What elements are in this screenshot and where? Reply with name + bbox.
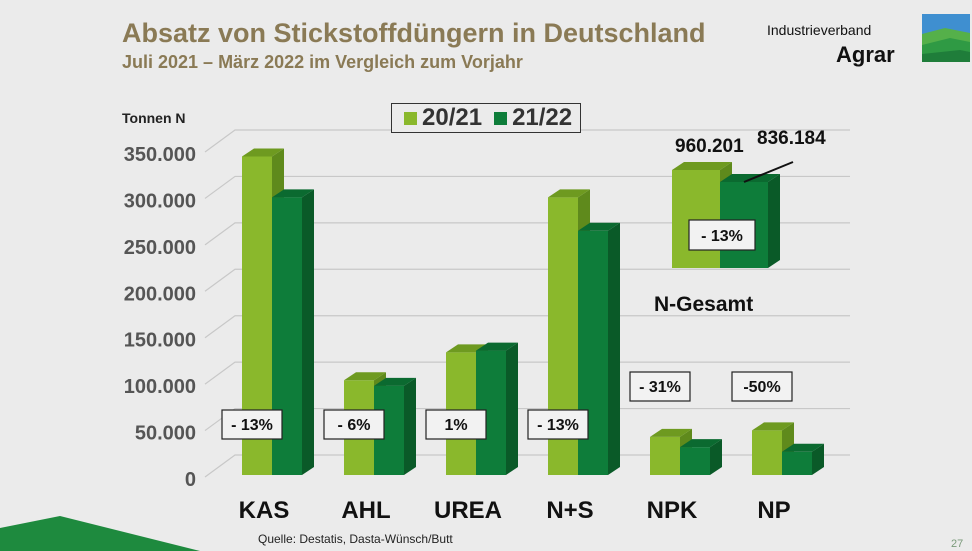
total-bar-2122-side [768,174,780,268]
x-tick-label: AHL [341,497,390,524]
bar-2021-AHL-top [344,372,386,381]
y-tick-label: 250.000 [124,237,196,259]
change-label: - 13% [537,417,579,434]
bar-2122-N+S-top [578,222,620,231]
total-value-2021: 960.201 [675,136,744,157]
bar-2122-N+S-side [608,222,620,475]
bar-2122-UREA [476,342,518,475]
bar-2122-NPK-side [710,439,722,475]
change-label-box [731,371,793,402]
source-note: Quelle: Destatis, Dasta-Wünsch/Butt [258,532,453,546]
page-number: 27 [951,538,964,550]
page-title: Absatz von Stickstoffdüngern in Deutschl… [122,18,706,48]
gridline [204,407,850,432]
logo-text-line1: Industrieverband [767,22,872,38]
change-label-box [629,371,691,402]
gridline [204,222,850,246]
gridline [204,361,850,385]
bar-2122-NP-side [812,443,824,475]
y-tick-label: 200.000 [124,283,196,305]
total-value-2122: 836.184 [757,128,826,149]
total-change-box [688,219,756,251]
decorative-green-hill [0,516,200,551]
change-label: - 13% [231,417,273,434]
bar-2122-NPK-top [680,439,722,448]
change-label: -50% [743,379,780,396]
gridline [204,315,850,339]
x-tick-label: NPK [647,497,698,524]
total-change-label: - 13% [701,228,743,245]
bar-2122-AHL-top [374,377,416,386]
bar-2122-NP-front [782,451,812,475]
x-tick-label: N+S [546,497,593,524]
bar-2021-NPK-top [650,428,692,437]
change-label: - 31% [639,379,681,396]
bar-2122-NP-top [782,443,824,452]
bar-2122-NP [782,443,824,475]
bar-2122-KAS-side [302,189,314,475]
gridline [204,175,850,199]
page-subtitle: Juli 2021 – März 2022 im Vergleich zum V… [122,52,523,72]
y-axis-label: Tonnen N [122,110,186,126]
y-tick-label: 350.000 [124,144,196,166]
y-tick-label: 150.000 [124,330,196,352]
legend: 20/21 21/22 [391,103,581,133]
legend-label-2021: 20/21 [422,104,483,131]
change-label-box [527,409,589,440]
legend-swatch-2021 [404,111,417,125]
bar-2021-NP-front [752,430,782,475]
total-bar-2122-top [720,174,780,182]
gridline [204,268,850,292]
y-tick-label: 100.000 [124,376,196,398]
bar-2021-NPK-front [650,436,680,475]
x-tick-label: KAS [239,497,290,524]
bar-2021-NP-top [752,422,794,431]
bar-2122-NPK [680,439,722,475]
bar-2122-NPK-front [680,447,710,475]
legend-swatch-2122 [494,111,508,125]
change-label-box [221,409,283,440]
bar-2122-KAS-top [272,189,314,198]
bar-2122-UREA-top [476,342,518,351]
gridline [204,454,850,478]
bar-2021-KAS-top [242,148,284,157]
change-label-box [323,409,385,440]
bar-2122-AHL-side [404,377,416,475]
bar-2021-N+S-top [548,189,590,198]
gridline [204,129,850,153]
total-bar-2021-top [672,162,732,170]
legend-label-2122: 21/22 [512,104,573,131]
total-label: N-Gesamt [654,293,754,316]
total-bar-2021-front [672,170,720,268]
x-tick-label: UREA [434,497,502,524]
bar-2122-UREA-side [506,342,518,475]
logo-text-line2: Agrar [836,42,895,67]
y-tick-label: 50.000 [135,423,196,445]
bar-2122-KAS [272,189,314,475]
change-label: 1% [444,417,467,434]
y-tick-label: 0 [185,469,196,491]
change-label: - 6% [338,417,371,434]
logo-landscape-icon [922,14,970,62]
y-tick-label: 300.000 [124,190,196,212]
x-tick-label: NP [757,497,790,524]
total-leader-line [743,161,794,183]
change-label-box [425,409,487,440]
